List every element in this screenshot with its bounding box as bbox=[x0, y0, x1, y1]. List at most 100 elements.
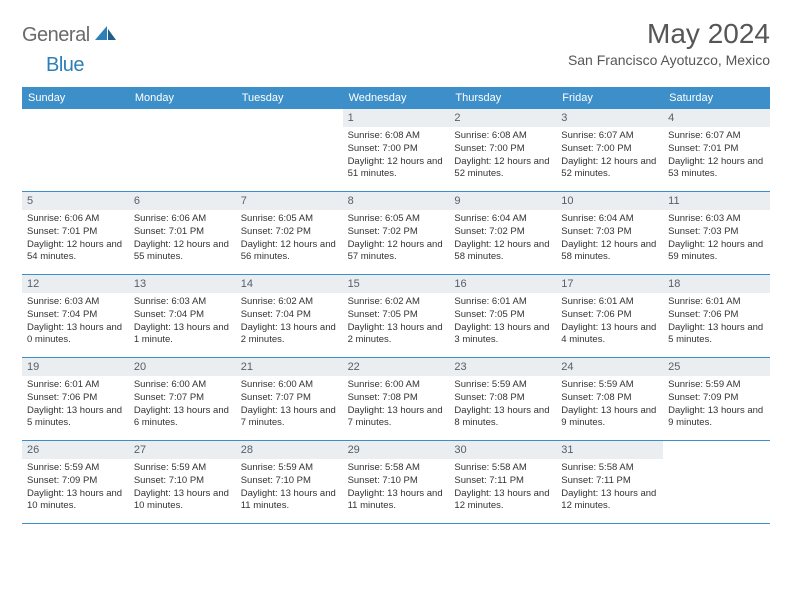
dow-cell: Saturday bbox=[663, 87, 770, 109]
day-cell: 16 Sunrise: 6:01 AMSunset: 7:05 PMDayligh… bbox=[449, 275, 556, 357]
page: General May 2024 San Francisco Ayotuzco,… bbox=[0, 0, 792, 524]
day-cell: 23 Sunrise: 5:59 AMSunset: 7:08 PMDayligh… bbox=[449, 358, 556, 440]
day-cell: 20 Sunrise: 6:00 AMSunset: 7:07 PMDayligh… bbox=[129, 358, 236, 440]
day-data: Sunrise: 6:05 AMSunset: 7:02 PMDaylight:… bbox=[348, 213, 445, 264]
day-cell: 7 Sunrise: 6:05 AMSunset: 7:02 PMDaylight… bbox=[236, 192, 343, 274]
day-number: 12 bbox=[22, 275, 129, 293]
dow-cell: Thursday bbox=[449, 87, 556, 109]
day-cell: 11Sunrise: 6:03 AMSunset: 7:03 PMDayligh… bbox=[663, 192, 770, 274]
day-cell: 13Sunrise: 6:03 AMSunset: 7:04 PMDayligh… bbox=[129, 275, 236, 357]
day-data: Sunrise: 6:00 AMSunset: 7:08 PMDaylight:… bbox=[348, 379, 445, 430]
dow-row: SundayMondayTuesdayWednesdayThursdayFrid… bbox=[22, 87, 770, 109]
day-cell: . bbox=[129, 109, 236, 191]
day-data: Sunrise: 6:01 AMSunset: 7:05 PMDaylight:… bbox=[454, 296, 551, 347]
day-data: Sunrise: 6:04 AMSunset: 7:03 PMDaylight:… bbox=[561, 213, 658, 264]
day-cell: 18 Sunrise: 6:01 AMSunset: 7:06 PMDayligh… bbox=[663, 275, 770, 357]
day-cell: 14 Sunrise: 6:02 AMSunset: 7:04 PMDayligh… bbox=[236, 275, 343, 357]
day-cell: 6 Sunrise: 6:06 AMSunset: 7:01 PMDaylight… bbox=[129, 192, 236, 274]
calendar: SundayMondayTuesdayWednesdayThursdayFrid… bbox=[22, 87, 770, 524]
day-data: Sunrise: 6:06 AMSunset: 7:01 PMDaylight:… bbox=[27, 213, 124, 264]
day-number: 31 bbox=[556, 441, 663, 459]
day-data: Sunrise: 5:59 AMSunset: 7:09 PMDaylight:… bbox=[27, 462, 124, 513]
logo-text-1: General bbox=[22, 24, 90, 47]
logo: General bbox=[22, 24, 119, 47]
day-data: Sunrise: 6:03 AMSunset: 7:04 PMDaylight:… bbox=[134, 296, 231, 347]
dow-cell: Friday bbox=[556, 87, 663, 109]
day-data: Sunrise: 6:01 AMSunset: 7:06 PMDaylight:… bbox=[27, 379, 124, 430]
day-number: 24 bbox=[556, 358, 663, 376]
day-data: Sunrise: 6:06 AMSunset: 7:01 PMDaylight:… bbox=[134, 213, 231, 264]
day-cell: 2 Sunrise: 6:08 AMSunset: 7:00 PMDaylight… bbox=[449, 109, 556, 191]
day-number: 26 bbox=[22, 441, 129, 459]
day-number: 18 bbox=[663, 275, 770, 293]
day-data: Sunrise: 6:00 AMSunset: 7:07 PMDaylight:… bbox=[241, 379, 338, 430]
day-number: 19 bbox=[22, 358, 129, 376]
day-data: Sunrise: 6:00 AMSunset: 7:07 PMDaylight:… bbox=[134, 379, 231, 430]
day-cell: 28 Sunrise: 5:59 AMSunset: 7:10 PMDayligh… bbox=[236, 441, 343, 523]
day-data: Sunrise: 6:02 AMSunset: 7:05 PMDaylight:… bbox=[348, 296, 445, 347]
day-cell: 4 Sunrise: 6:07 AMSunset: 7:01 PMDaylight… bbox=[663, 109, 770, 191]
day-number: 2 bbox=[449, 109, 556, 127]
day-cell: 12Sunrise: 6:03 AMSunset: 7:04 PMDayligh… bbox=[22, 275, 129, 357]
day-number: 11 bbox=[663, 192, 770, 210]
day-number: 27 bbox=[129, 441, 236, 459]
title-month: May 2024 bbox=[568, 18, 770, 50]
dow-cell: Monday bbox=[129, 87, 236, 109]
day-cell: 27 Sunrise: 5:59 AMSunset: 7:10 PMDayligh… bbox=[129, 441, 236, 523]
day-number: 6 bbox=[129, 192, 236, 210]
day-number: 20 bbox=[129, 358, 236, 376]
day-data: Sunrise: 5:58 AMSunset: 7:11 PMDaylight:… bbox=[561, 462, 658, 513]
day-number: 7 bbox=[236, 192, 343, 210]
day-cell: 26 Sunrise: 5:59 AMSunset: 7:09 PMDayligh… bbox=[22, 441, 129, 523]
week-row: 26 Sunrise: 5:59 AMSunset: 7:09 PMDayligh… bbox=[22, 441, 770, 524]
day-cell: 17 Sunrise: 6:01 AMSunset: 7:06 PMDayligh… bbox=[556, 275, 663, 357]
day-cell: 9 Sunrise: 6:04 AMSunset: 7:02 PMDaylight… bbox=[449, 192, 556, 274]
day-number: 4 bbox=[663, 109, 770, 127]
day-cell: 25Sunrise: 5:59 AMSunset: 7:09 PMDayligh… bbox=[663, 358, 770, 440]
day-number: 16 bbox=[449, 275, 556, 293]
day-number: 14 bbox=[236, 275, 343, 293]
day-data: Sunrise: 5:59 AMSunset: 7:10 PMDaylight:… bbox=[134, 462, 231, 513]
dow-cell: Tuesday bbox=[236, 87, 343, 109]
day-cell: 30 Sunrise: 5:58 AMSunset: 7:11 PMDayligh… bbox=[449, 441, 556, 523]
day-data: Sunrise: 6:07 AMSunset: 7:01 PMDaylight:… bbox=[668, 130, 765, 181]
day-number: 9 bbox=[449, 192, 556, 210]
day-number: 22 bbox=[343, 358, 450, 376]
day-cell: 1Sunrise: 6:08 AMSunset: 7:00 PMDaylight… bbox=[343, 109, 450, 191]
day-number: 28 bbox=[236, 441, 343, 459]
day-data: Sunrise: 6:01 AMSunset: 7:06 PMDaylight:… bbox=[561, 296, 658, 347]
dow-cell: Sunday bbox=[22, 87, 129, 109]
day-data: Sunrise: 6:01 AMSunset: 7:06 PMDaylight:… bbox=[668, 296, 765, 347]
day-number: 8 bbox=[343, 192, 450, 210]
day-data: Sunrise: 6:08 AMSunset: 7:00 PMDaylight:… bbox=[454, 130, 551, 181]
day-number: 23 bbox=[449, 358, 556, 376]
day-cell: 3Sunrise: 6:07 AMSunset: 7:00 PMDaylight… bbox=[556, 109, 663, 191]
day-data: Sunrise: 6:05 AMSunset: 7:02 PMDaylight:… bbox=[241, 213, 338, 264]
day-number: 10 bbox=[556, 192, 663, 210]
day-cell: 19 Sunrise: 6:01 AMSunset: 7:06 PMDayligh… bbox=[22, 358, 129, 440]
day-data: Sunrise: 5:59 AMSunset: 7:09 PMDaylight:… bbox=[668, 379, 765, 430]
day-cell: 22 Sunrise: 6:00 AMSunset: 7:08 PMDayligh… bbox=[343, 358, 450, 440]
day-data: Sunrise: 5:59 AMSunset: 7:10 PMDaylight:… bbox=[241, 462, 338, 513]
logo-sail-icon bbox=[95, 26, 117, 47]
title-location: San Francisco Ayotuzco, Mexico bbox=[568, 52, 770, 68]
day-cell: 10 Sunrise: 6:04 AMSunset: 7:03 PMDayligh… bbox=[556, 192, 663, 274]
dow-cell: Wednesday bbox=[343, 87, 450, 109]
day-cell: . bbox=[236, 109, 343, 191]
day-data: Sunrise: 6:04 AMSunset: 7:02 PMDaylight:… bbox=[454, 213, 551, 264]
day-number: 17 bbox=[556, 275, 663, 293]
day-number: 29 bbox=[343, 441, 450, 459]
title-block: May 2024 San Francisco Ayotuzco, Mexico bbox=[568, 18, 770, 68]
day-data: Sunrise: 5:58 AMSunset: 7:11 PMDaylight:… bbox=[454, 462, 551, 513]
day-number: 30 bbox=[449, 441, 556, 459]
day-data: Sunrise: 5:59 AMSunset: 7:08 PMDaylight:… bbox=[454, 379, 551, 430]
day-cell: 21Sunrise: 6:00 AMSunset: 7:07 PMDayligh… bbox=[236, 358, 343, 440]
day-cell: 8 Sunrise: 6:05 AMSunset: 7:02 PMDaylight… bbox=[343, 192, 450, 274]
day-number: 1 bbox=[343, 109, 450, 127]
day-data: Sunrise: 6:02 AMSunset: 7:04 PMDaylight:… bbox=[241, 296, 338, 347]
day-cell: 29Sunrise: 5:58 AMSunset: 7:10 PMDayligh… bbox=[343, 441, 450, 523]
week-row: ...1Sunrise: 6:08 AMSunset: 7:00 PMDayli… bbox=[22, 109, 770, 192]
day-number: 5 bbox=[22, 192, 129, 210]
day-number: 3 bbox=[556, 109, 663, 127]
day-cell: 24Sunrise: 5:59 AMSunset: 7:08 PMDayligh… bbox=[556, 358, 663, 440]
